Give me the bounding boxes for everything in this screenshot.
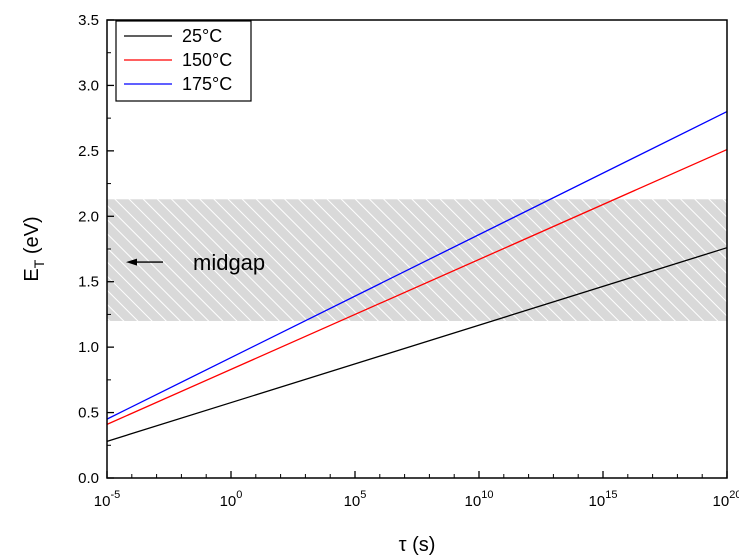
legend: 25°C 150°C 175°C [115, 20, 252, 102]
x-tick-exp-0: -5 [110, 489, 120, 501]
legend-label-0: 25°C [182, 26, 222, 46]
x-tick-base-3: 10 [465, 493, 482, 510]
x-tick-exp-1: 0 [236, 489, 242, 501]
x-tick-label-4: 1015 [589, 489, 618, 510]
y-axis-label: ET (eV) [21, 216, 47, 281]
legend-label-2: 175°C [182, 74, 232, 94]
y-tick-label-6: 3.0 [78, 77, 99, 94]
series-layer [106, 111, 728, 442]
legend-box [115, 20, 252, 102]
x-tick-exp-2: 5 [360, 489, 366, 501]
y-axis-label-unit: (eV) [21, 216, 43, 259]
x-ticks: 10-5 100 105 1010 1015 1020 [94, 471, 739, 510]
midgap-annotation: midgap [126, 250, 265, 275]
legend-items: 25°C 150°C 175°C [124, 26, 232, 94]
y-tick-label-5: 2.5 [78, 143, 99, 160]
midgap-arrow-head [126, 258, 137, 266]
y-tick-label-4: 2.0 [78, 208, 99, 225]
x-axis-label: τ (s) [399, 534, 436, 556]
x-tick-base-0: 10 [94, 493, 111, 510]
x-tick-base-5: 10 [713, 493, 730, 510]
y-axis-label-sub: T [31, 259, 47, 268]
x-tick-label-5: 1020 [713, 489, 739, 510]
x-tick-label-2: 105 [344, 489, 367, 510]
x-tick-base-2: 10 [344, 493, 361, 510]
x-tick-exp-5: 20 [729, 489, 739, 501]
x-tick-exp-4: 15 [605, 489, 617, 501]
y-tick-label-3: 1.5 [78, 274, 99, 291]
series-line-2 [106, 111, 728, 420]
x-tick-label-0: 10-5 [94, 489, 120, 510]
x-tick-label-3: 1010 [465, 489, 494, 510]
y-tick-label-2: 1.0 [78, 339, 99, 356]
midgap-band [107, 199, 727, 321]
x-tick-base-4: 10 [589, 493, 606, 510]
y-axis-label-main: E [21, 268, 43, 281]
series-line-1 [106, 148, 728, 425]
y-tick-label-7: 3.5 [78, 12, 99, 29]
series-line-0 [106, 247, 728, 442]
legend-label-1: 150°C [182, 50, 232, 70]
y-tick-label-0: 0.0 [78, 470, 99, 487]
y-tick-label-1: 0.5 [78, 405, 99, 422]
x-tick-base-1: 10 [220, 493, 237, 510]
midgap-label: midgap [193, 250, 265, 275]
x-tick-label-1: 100 [220, 489, 243, 510]
y-ticks: 0.0 0.5 1.0 1.5 2.0 2.5 3.0 3.5 [78, 12, 114, 487]
x-tick-exp-3: 10 [481, 489, 493, 501]
